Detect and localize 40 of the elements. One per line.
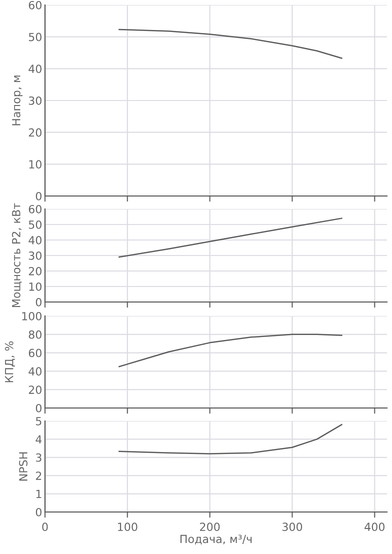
line-series <box>118 334 342 368</box>
x-axis-title: Подача, м³/ч <box>180 534 252 545</box>
y-tick-label: 50 <box>28 32 42 42</box>
y-tick-label: 0 <box>36 298 42 306</box>
y-tick-label: 0 <box>36 508 42 516</box>
line-series <box>118 218 342 258</box>
y-tick-label: 100 <box>22 312 42 320</box>
y-tick-label: 5 <box>36 417 42 426</box>
y-tick-label: 1 <box>36 490 42 498</box>
line-series <box>118 424 342 454</box>
y-tick-label: 20 <box>28 128 42 137</box>
y-axis-title: NPSH <box>19 452 28 481</box>
x-tick-label: 400 <box>364 522 385 532</box>
y-tick-label: 0 <box>36 404 42 412</box>
y-tick-label: 4 <box>36 435 42 444</box>
y-axis-title: Мощность P2, кВт <box>12 203 22 308</box>
y-tick-label: 40 <box>28 236 42 244</box>
y-tick-label: 40 <box>28 367 42 376</box>
y-tick-label: 60 <box>28 0 42 10</box>
y-tick-label: 3 <box>36 453 42 462</box>
y-axis-title: КПД, % <box>4 341 15 382</box>
y-tick-label: 60 <box>28 204 42 214</box>
y-tick-label: 20 <box>28 386 42 394</box>
y-tick-label: 10 <box>29 282 42 291</box>
y-tick-label: 0 <box>36 192 42 200</box>
line-series <box>118 28 342 59</box>
x-tick-label: 300 <box>282 522 302 532</box>
x-tick-label: 100 <box>118 522 138 532</box>
y-tick-label: 80 <box>28 330 42 339</box>
y-tick-label: 2 <box>36 472 42 480</box>
y-tick-label: 10 <box>29 160 42 169</box>
y-tick-label: 20 <box>28 266 42 276</box>
y-tick-label: 30 <box>28 96 42 105</box>
y-tick-label: 60 <box>28 348 42 358</box>
y-tick-label: 50 <box>28 220 42 229</box>
y-tick-label: 30 <box>28 251 42 260</box>
y-tick-label: 40 <box>28 64 42 74</box>
x-tick-label: 0 <box>42 522 48 532</box>
y-axis-title: Напор, м <box>12 76 23 126</box>
x-tick-label: 200 <box>200 522 220 532</box>
